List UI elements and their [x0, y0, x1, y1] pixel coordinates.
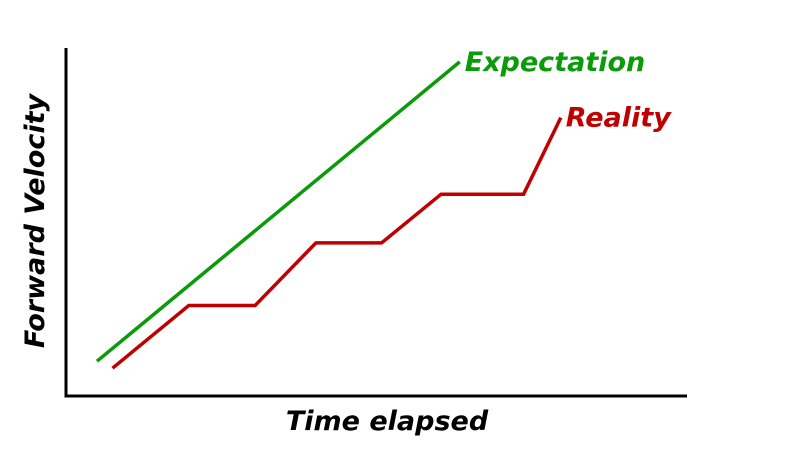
reality-series-line	[111, 116, 563, 370]
series-group: Expectation Reality	[95, 47, 672, 370]
x-axis-title: Time elapsed	[286, 406, 489, 437]
expectation-series-label: Expectation	[465, 47, 646, 78]
y-axis-title: Forward Velocity	[20, 92, 51, 348]
expectation-series-line	[95, 60, 461, 363]
reality-series-label: Reality	[566, 103, 672, 134]
